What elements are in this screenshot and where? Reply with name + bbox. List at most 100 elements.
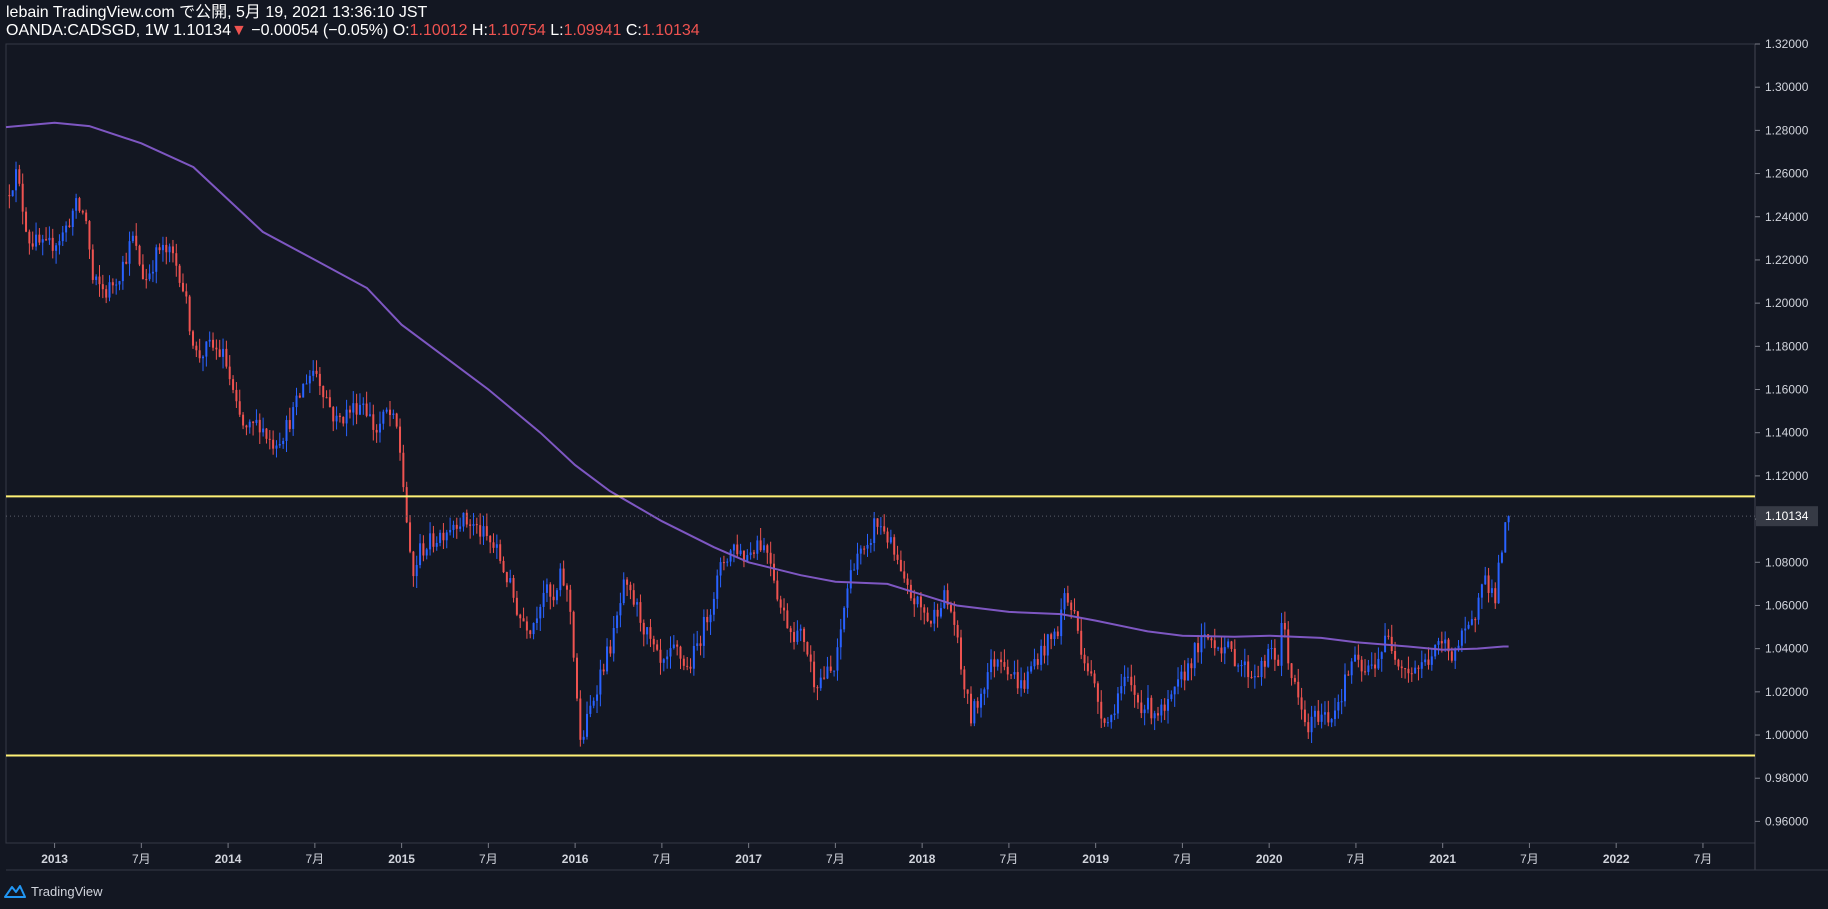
candle-body <box>342 416 345 424</box>
candle-body <box>135 235 138 246</box>
candle-body <box>282 440 285 444</box>
candle-body <box>1143 709 1146 714</box>
candle-body <box>813 661 816 688</box>
candle-body <box>252 421 255 423</box>
candle-body <box>1313 710 1316 717</box>
tradingview-brand: TradingView <box>31 883 103 899</box>
candle-body <box>1427 659 1430 665</box>
moving-average-line <box>5 121 1509 651</box>
candle-body <box>98 276 101 285</box>
candle-body <box>495 544 498 548</box>
candle-body <box>1307 722 1310 733</box>
candle-body <box>41 239 44 243</box>
candle-body <box>1013 672 1016 675</box>
candle-body <box>1394 650 1397 660</box>
candle-body <box>485 526 488 536</box>
candle-body <box>392 413 395 415</box>
candle-body <box>178 265 181 283</box>
price-tick-label: 1.20000 <box>1765 296 1809 310</box>
time-tick-label: 7月 <box>653 852 672 866</box>
candle-body <box>302 383 305 398</box>
candle-body <box>1010 674 1013 676</box>
candle-body <box>606 646 609 672</box>
candle-body <box>1374 664 1377 669</box>
candle-body <box>949 604 952 612</box>
candle-body <box>255 419 258 423</box>
candle-body <box>1220 647 1223 654</box>
tradingview-watermark[interactable]: TradingView <box>4 880 103 902</box>
candle-body <box>505 572 508 583</box>
candle-body <box>1096 683 1099 702</box>
candle-body <box>1046 634 1049 656</box>
candle-body <box>1247 661 1250 678</box>
candle-body <box>1377 658 1380 669</box>
symbol-label[interactable]: OANDA:CADSGD, 1W <box>6 22 169 39</box>
candle-body <box>1120 686 1123 694</box>
candle-body <box>1060 609 1063 637</box>
candle-body <box>1140 702 1143 714</box>
candle-body <box>1233 648 1236 667</box>
candle-body <box>278 443 281 446</box>
candle-body <box>205 341 208 357</box>
candle-body <box>91 249 94 280</box>
candle-body <box>586 713 589 737</box>
candle-body <box>1073 610 1076 612</box>
candle-body <box>592 700 595 706</box>
candle-body <box>1036 659 1039 665</box>
candle-body <box>1347 674 1350 676</box>
candle-body <box>729 550 732 562</box>
candle-body <box>809 654 812 662</box>
candle-body <box>185 291 188 297</box>
candle-body <box>1357 654 1360 660</box>
candle-body <box>1477 597 1480 620</box>
candle-body <box>766 545 769 553</box>
candle-body <box>15 169 18 191</box>
candle-body <box>385 409 388 412</box>
candle-body <box>980 693 983 708</box>
candle-body <box>636 602 639 605</box>
candle-body <box>943 590 946 609</box>
candle-body <box>1370 664 1373 666</box>
candle-body <box>672 644 675 649</box>
candle-body <box>71 210 74 228</box>
candle-body <box>1043 645 1046 656</box>
candle-body <box>158 247 161 251</box>
candle-body <box>582 736 585 740</box>
candle-body <box>873 518 876 544</box>
time-tick-label: 7月 <box>1520 852 1539 866</box>
candle-body <box>422 543 425 556</box>
candle-body <box>1464 628 1467 631</box>
candle-body <box>575 657 578 699</box>
candle-body <box>933 609 936 624</box>
candle-body <box>993 659 996 667</box>
time-tick-label: 2013 <box>41 852 68 866</box>
time-tick-label: 2017 <box>735 852 762 866</box>
candle-body <box>572 611 575 658</box>
candle-body <box>399 426 402 453</box>
candle-body <box>198 350 201 359</box>
candle-body <box>953 611 956 625</box>
price-tick-label: 1.32000 <box>1765 37 1809 51</box>
candle-body <box>1467 624 1470 629</box>
candle-body <box>1083 654 1086 664</box>
candle-body <box>258 419 261 433</box>
candle-body <box>1470 619 1473 625</box>
candle-body <box>549 584 552 597</box>
candle-body <box>1210 638 1213 641</box>
candle-body <box>1217 647 1220 649</box>
candle-body <box>1474 619 1477 621</box>
candle-body <box>759 540 762 551</box>
price-tick-label: 1.14000 <box>1765 426 1809 440</box>
candle-body <box>1000 659 1003 663</box>
candle-body <box>292 407 295 429</box>
candle-body <box>1080 630 1083 655</box>
candle-body <box>1150 697 1153 719</box>
candle-body <box>1076 611 1079 631</box>
candle-body <box>315 370 318 374</box>
candle-body <box>803 628 806 643</box>
candle-body <box>1343 674 1346 702</box>
candle-body <box>232 379 235 390</box>
price-tick-label: 1.04000 <box>1765 642 1809 656</box>
candle-body <box>305 383 308 385</box>
